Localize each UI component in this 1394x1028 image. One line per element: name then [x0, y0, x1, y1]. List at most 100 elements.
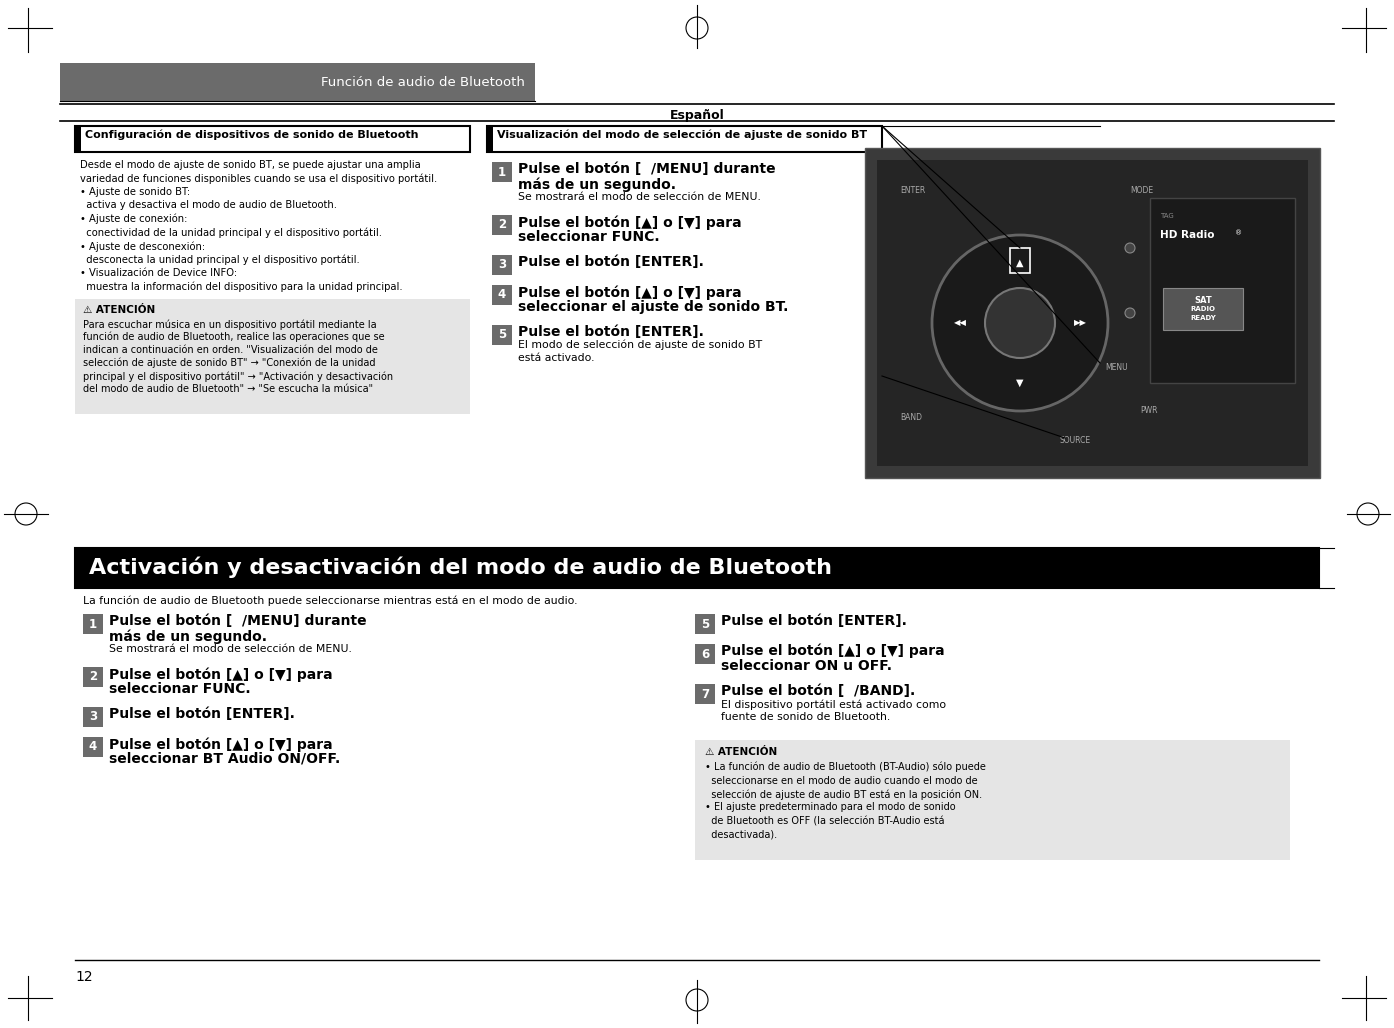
- Text: Para escuchar música en un dispositivo portátil mediante la: Para escuchar música en un dispositivo p…: [84, 319, 376, 330]
- Bar: [75, 548, 1319, 588]
- Text: Función de audio de Bluetooth: Función de audio de Bluetooth: [321, 76, 526, 89]
- Text: está activado.: está activado.: [519, 353, 594, 363]
- Text: Pulse el botón [  /MENU] durante: Pulse el botón [ /MENU] durante: [519, 162, 775, 176]
- Text: seleccionarse en el modo de audio cuando el modo de: seleccionarse en el modo de audio cuando…: [705, 775, 977, 785]
- Bar: [696, 644, 715, 664]
- Text: ⚠ ATENCIÓN: ⚠ ATENCIÓN: [84, 305, 155, 315]
- Text: función de audio de Bluetooth, realice las operaciones que se: función de audio de Bluetooth, realice l…: [84, 332, 385, 342]
- Text: ◀◀: ◀◀: [953, 319, 966, 328]
- Text: activa y desactiva el modo de audio de Bluetooth.: activa y desactiva el modo de audio de B…: [79, 200, 337, 211]
- Text: Pulse el botón [  /MENU] durante: Pulse el botón [ /MENU] durante: [109, 614, 367, 628]
- Text: Pulse el botón [▲] o [▼] para: Pulse el botón [▲] o [▼] para: [109, 667, 333, 682]
- Bar: [696, 614, 715, 634]
- Text: conectividad de la unidad principal y el dispositivo portátil.: conectividad de la unidad principal y el…: [79, 227, 382, 238]
- Text: 1: 1: [498, 166, 506, 179]
- Text: seleccionar ON u OFF.: seleccionar ON u OFF.: [721, 659, 892, 673]
- Text: 2: 2: [89, 670, 98, 684]
- Text: 2: 2: [498, 219, 506, 231]
- Text: ENTER: ENTER: [901, 186, 926, 195]
- Text: Español: Español: [669, 109, 725, 122]
- Text: Pulse el botón [▲] o [▼] para: Pulse el botón [▲] o [▼] para: [519, 215, 742, 229]
- Text: TAG: TAG: [1160, 213, 1174, 219]
- Text: de Bluetooth es OFF (la selección BT-Audio está: de Bluetooth es OFF (la selección BT-Aud…: [705, 816, 945, 827]
- Text: MENU: MENU: [1105, 363, 1128, 372]
- Text: • Visualización de Device INFO:: • Visualización de Device INFO:: [79, 268, 237, 278]
- Text: El modo de selección de ajuste de sonido BT: El modo de selección de ajuste de sonido…: [519, 340, 763, 351]
- Text: 4: 4: [89, 740, 98, 754]
- Text: ▶▶: ▶▶: [1073, 319, 1086, 328]
- Bar: [84, 614, 103, 634]
- Text: • El ajuste predeterminado para el modo de sonido: • El ajuste predeterminado para el modo …: [705, 803, 956, 812]
- Bar: [696, 684, 715, 704]
- Bar: [487, 126, 882, 152]
- Text: SOURCE: SOURCE: [1059, 436, 1092, 445]
- Text: seleccionar el ajuste de sonido BT.: seleccionar el ajuste de sonido BT.: [519, 300, 789, 314]
- Text: seleccionar FUNC.: seleccionar FUNC.: [519, 230, 659, 244]
- Circle shape: [1125, 308, 1135, 318]
- Text: Pulse el botón [  /BAND].: Pulse el botón [ /BAND].: [721, 684, 916, 698]
- Text: SAT: SAT: [1195, 296, 1211, 305]
- Text: selección de ajuste de sonido BT" → "Conexión de la unidad: selección de ajuste de sonido BT" → "Con…: [84, 358, 375, 368]
- Text: más de un segundo.: más de un segundo.: [109, 629, 268, 644]
- Bar: [75, 548, 84, 588]
- Bar: [75, 126, 81, 152]
- Text: • Ajuste de desconexión:: • Ajuste de desconexión:: [79, 241, 205, 252]
- Bar: [492, 255, 512, 276]
- Text: Pulse el botón [▲] o [▼] para: Pulse el botón [▲] o [▼] para: [721, 644, 945, 659]
- Text: desconecta la unidad principal y el dispositivo portátil.: desconecta la unidad principal y el disp…: [79, 255, 360, 265]
- Text: 1: 1: [89, 618, 98, 630]
- Text: Activación y desactivación del modo de audio de Bluetooth: Activación y desactivación del modo de a…: [89, 556, 832, 578]
- Text: indican a continuación en orden. "Visualización del modo de: indican a continuación en orden. "Visual…: [84, 345, 378, 355]
- Text: más de un segundo.: más de un segundo.: [519, 177, 676, 191]
- Text: MODE: MODE: [1131, 186, 1153, 195]
- Text: Desde el modo de ajuste de sonido BT, se puede ajustar una amplia: Desde el modo de ajuste de sonido BT, se…: [79, 160, 421, 170]
- Text: Pulse el botón [ENTER].: Pulse el botón [ENTER].: [519, 325, 704, 339]
- Bar: [84, 737, 103, 757]
- Text: selección de ajuste de audio BT está en la posición ON.: selección de ajuste de audio BT está en …: [705, 790, 983, 800]
- Text: Pulse el botón [▲] o [▼] para: Pulse el botón [▲] o [▼] para: [519, 285, 742, 299]
- Bar: [492, 285, 512, 305]
- Bar: [1163, 288, 1243, 330]
- Text: • La función de audio de Bluetooth (BT-Audio) sólo puede: • La función de audio de Bluetooth (BT-A…: [705, 762, 986, 772]
- Text: • Ajuste de sonido BT:: • Ajuste de sonido BT:: [79, 187, 190, 197]
- Text: 5: 5: [701, 618, 710, 630]
- Circle shape: [986, 288, 1055, 358]
- Text: • Ajuste de conexión:: • Ajuste de conexión:: [79, 214, 187, 224]
- Circle shape: [933, 235, 1108, 411]
- Bar: [866, 148, 1320, 478]
- Text: BAND: BAND: [901, 413, 921, 423]
- Text: 3: 3: [498, 258, 506, 271]
- Text: Pulse el botón [▲] o [▼] para: Pulse el botón [▲] o [▼] para: [109, 737, 333, 751]
- Text: ▲: ▲: [1016, 258, 1023, 268]
- Text: RADIO: RADIO: [1190, 306, 1216, 313]
- Bar: [1011, 248, 1030, 273]
- Text: ▼: ▼: [1016, 378, 1023, 388]
- Text: El dispositivo portátil está activado como: El dispositivo portátil está activado co…: [721, 699, 947, 709]
- Text: seleccionar BT Audio ON/OFF.: seleccionar BT Audio ON/OFF.: [109, 752, 340, 766]
- Bar: [877, 160, 1308, 466]
- Bar: [84, 707, 103, 727]
- Bar: [492, 215, 512, 235]
- Text: 12: 12: [75, 970, 92, 984]
- Text: Visualización del modo de selección de ajuste de sonido BT: Visualización del modo de selección de a…: [498, 130, 867, 141]
- Bar: [1150, 198, 1295, 383]
- Text: READY: READY: [1190, 315, 1216, 321]
- Text: muestra la información del dispositivo para la unidad principal.: muestra la información del dispositivo p…: [79, 282, 403, 292]
- Text: PWR: PWR: [1140, 406, 1157, 415]
- Text: ⚠ ATENCIÓN: ⚠ ATENCIÓN: [705, 747, 778, 757]
- Text: principal y el dispositivo portátil" → "Activación y desactivación: principal y el dispositivo portátil" → "…: [84, 371, 393, 381]
- Text: 4: 4: [498, 289, 506, 301]
- Text: HD Radio: HD Radio: [1160, 230, 1214, 240]
- Bar: [492, 162, 512, 182]
- Text: 6: 6: [701, 648, 710, 661]
- Bar: [492, 325, 512, 345]
- Bar: [487, 126, 493, 152]
- Text: Pulse el botón [ENTER].: Pulse el botón [ENTER].: [519, 255, 704, 269]
- Bar: [84, 667, 103, 687]
- Text: fuente de sonido de Bluetooth.: fuente de sonido de Bluetooth.: [721, 712, 891, 722]
- Text: Se mostrará el modo de selección de MENU.: Se mostrará el modo de selección de MENU…: [519, 192, 761, 201]
- Bar: [696, 740, 1289, 860]
- Text: desactivada).: desactivada).: [705, 830, 776, 840]
- Text: 5: 5: [498, 329, 506, 341]
- Text: Pulse el botón [ENTER].: Pulse el botón [ENTER].: [109, 707, 296, 721]
